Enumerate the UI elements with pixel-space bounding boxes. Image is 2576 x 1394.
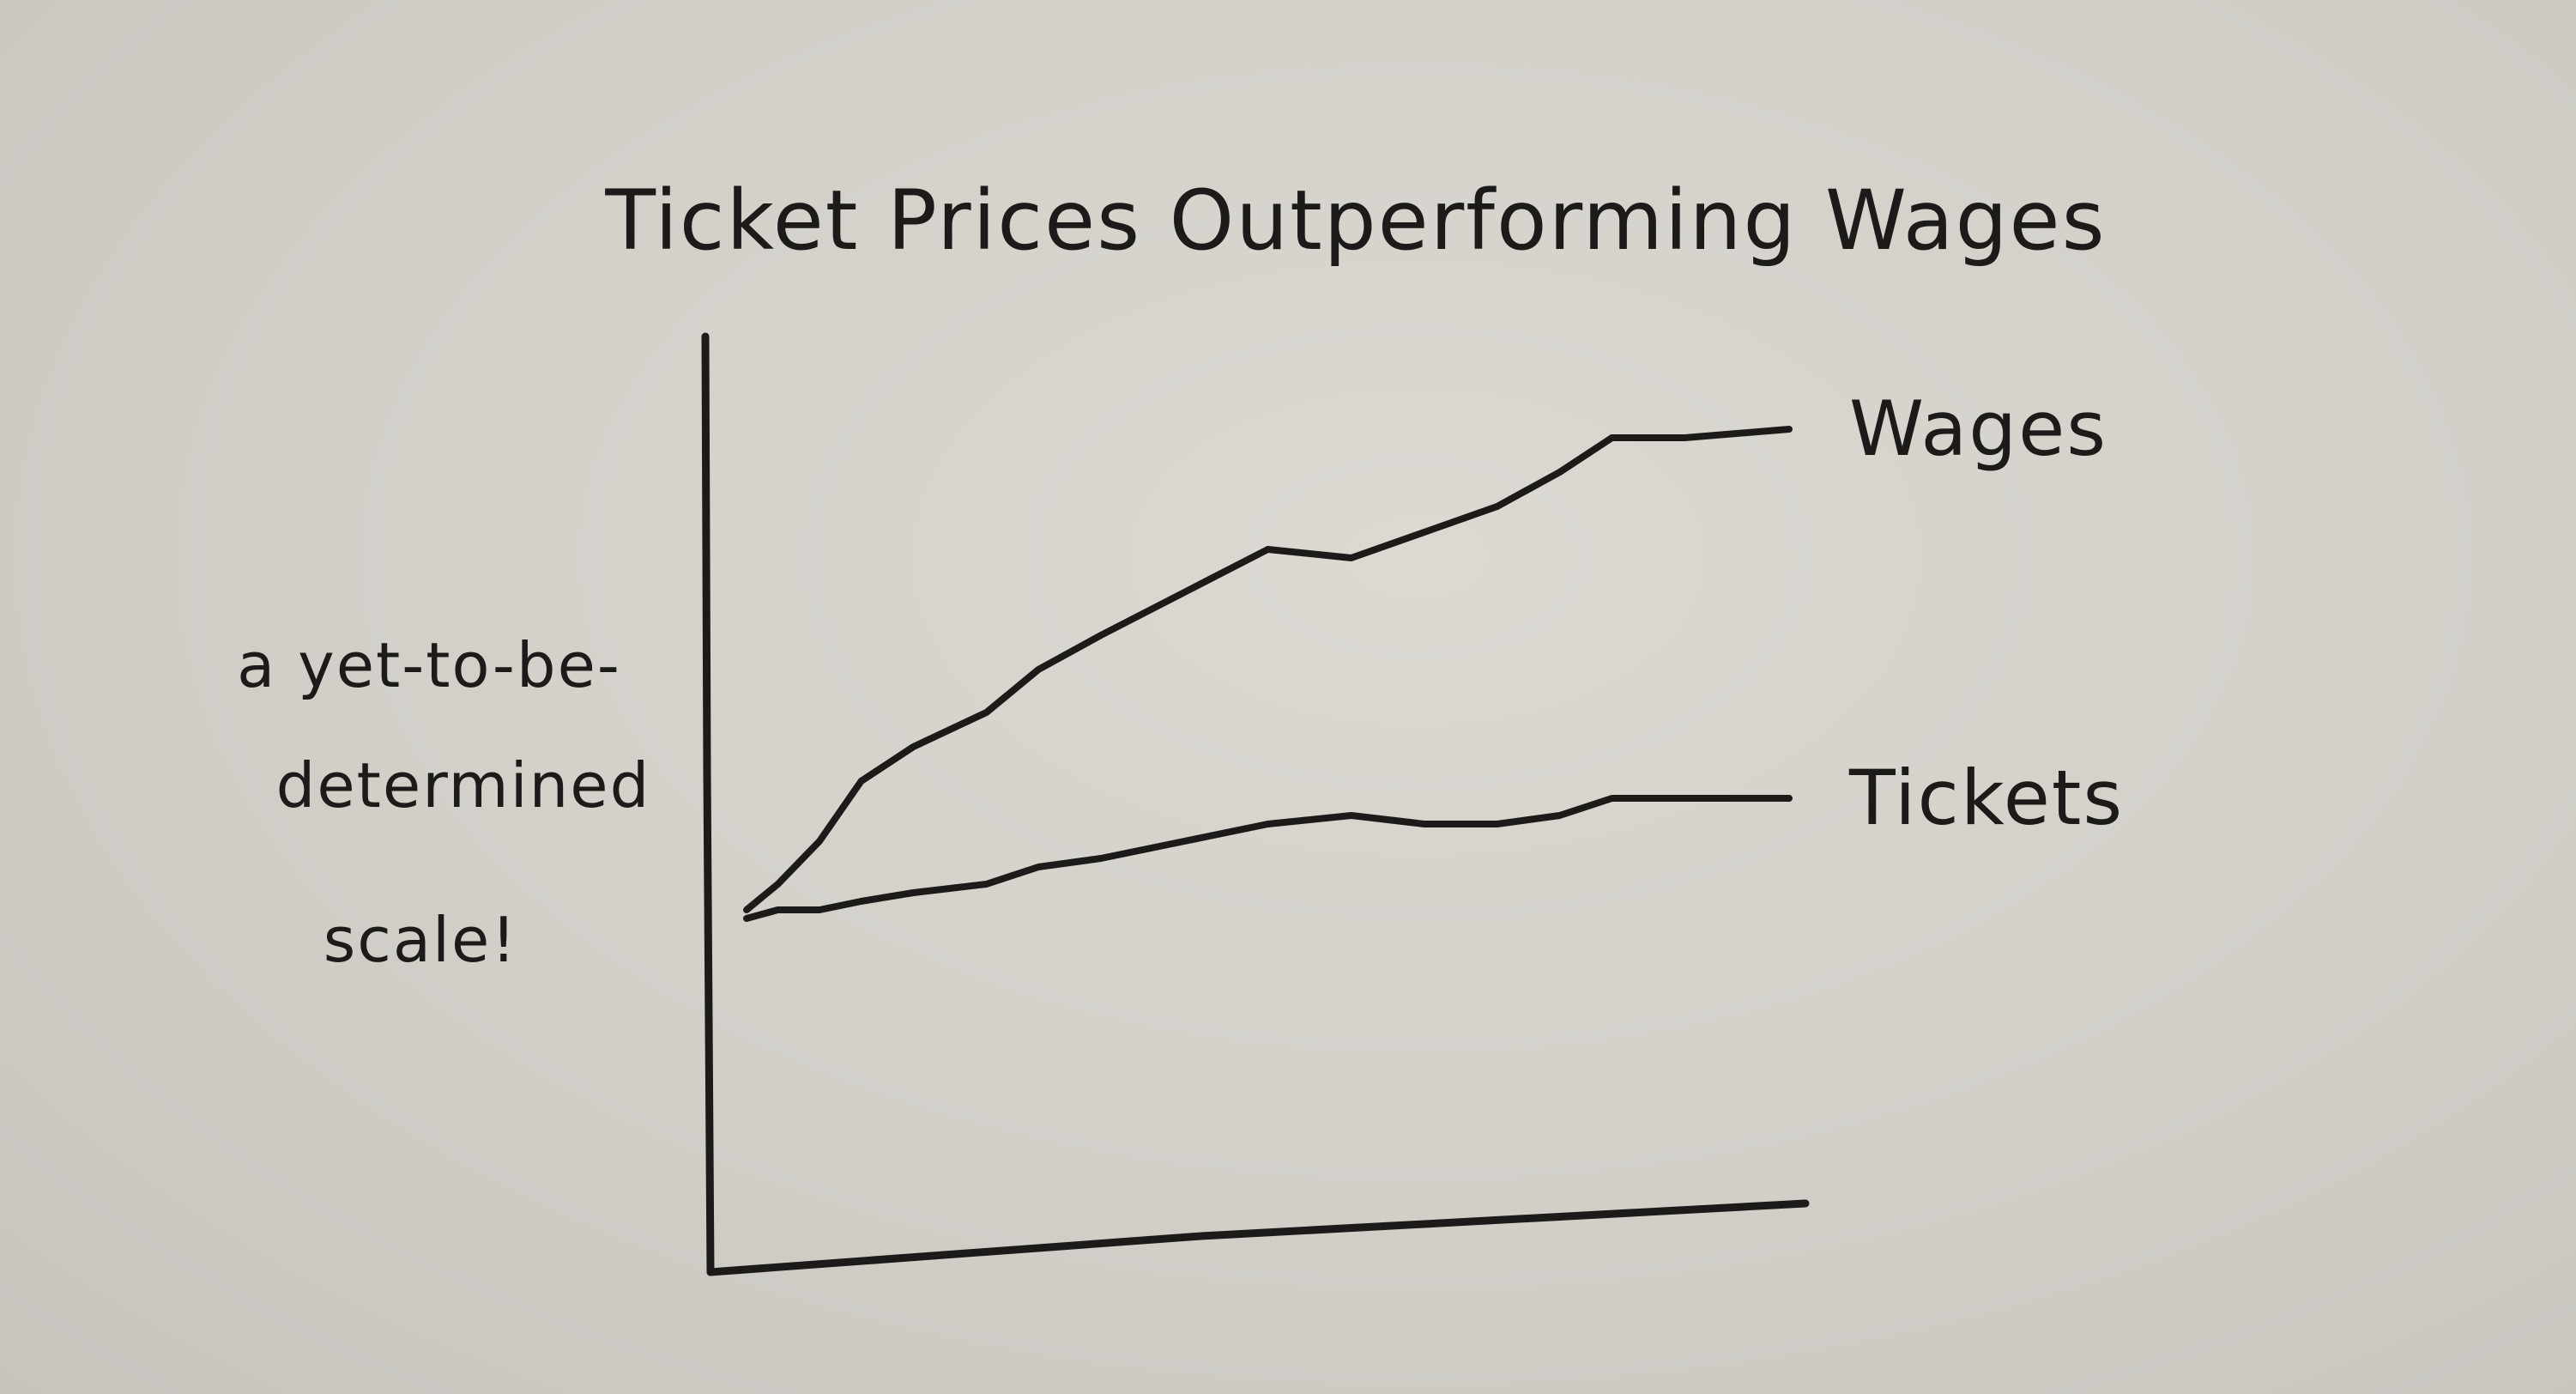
series-label-tickets: Tickets <box>1848 754 2124 842</box>
chart-title: Ticket Prices Outperforming Wages <box>604 173 2106 269</box>
series-line-wages <box>743 426 1793 913</box>
y-axis-label-line-3: scale! <box>324 904 517 976</box>
y-axis-label-line-2: determined <box>276 749 651 821</box>
series-label-wages: Wages <box>1849 385 2107 473</box>
x-axis <box>706 1199 1810 1276</box>
y-axis <box>701 332 715 1276</box>
y-axis-label-line-1: a yet-to-be- <box>237 629 621 701</box>
series-layer: Wages Tickets <box>743 385 2124 922</box>
series-line-tickets <box>743 795 1793 922</box>
y-axis-label: a yet-to-be- determined scale! <box>237 629 651 976</box>
